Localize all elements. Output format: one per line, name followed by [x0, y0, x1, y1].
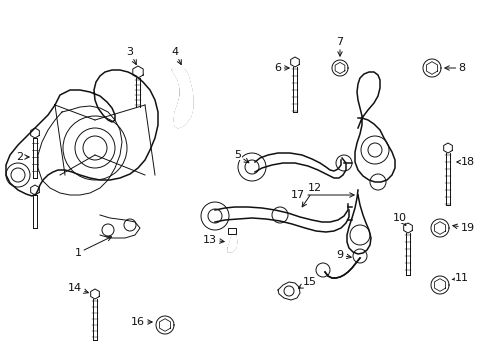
Text: 10: 10	[392, 213, 406, 225]
Text: 2: 2	[17, 152, 29, 162]
Text: 7: 7	[336, 37, 343, 56]
Text: 12: 12	[302, 183, 322, 207]
Text: 16: 16	[131, 317, 152, 327]
Polygon shape	[227, 230, 237, 252]
Text: 17: 17	[290, 190, 353, 200]
Polygon shape	[172, 70, 193, 128]
Text: 3: 3	[126, 47, 136, 64]
Text: 15: 15	[298, 277, 316, 288]
Text: 4: 4	[171, 47, 181, 64]
FancyBboxPatch shape	[227, 228, 236, 234]
Text: 13: 13	[203, 235, 224, 245]
Text: 19: 19	[452, 223, 474, 233]
Text: 11: 11	[451, 273, 468, 283]
Text: 18: 18	[456, 157, 474, 167]
Text: 5: 5	[234, 150, 248, 163]
Text: 8: 8	[444, 63, 465, 73]
Text: 14: 14	[68, 283, 88, 293]
Text: 1: 1	[74, 237, 111, 258]
Text: 9: 9	[336, 250, 350, 260]
Text: 6: 6	[274, 63, 288, 73]
